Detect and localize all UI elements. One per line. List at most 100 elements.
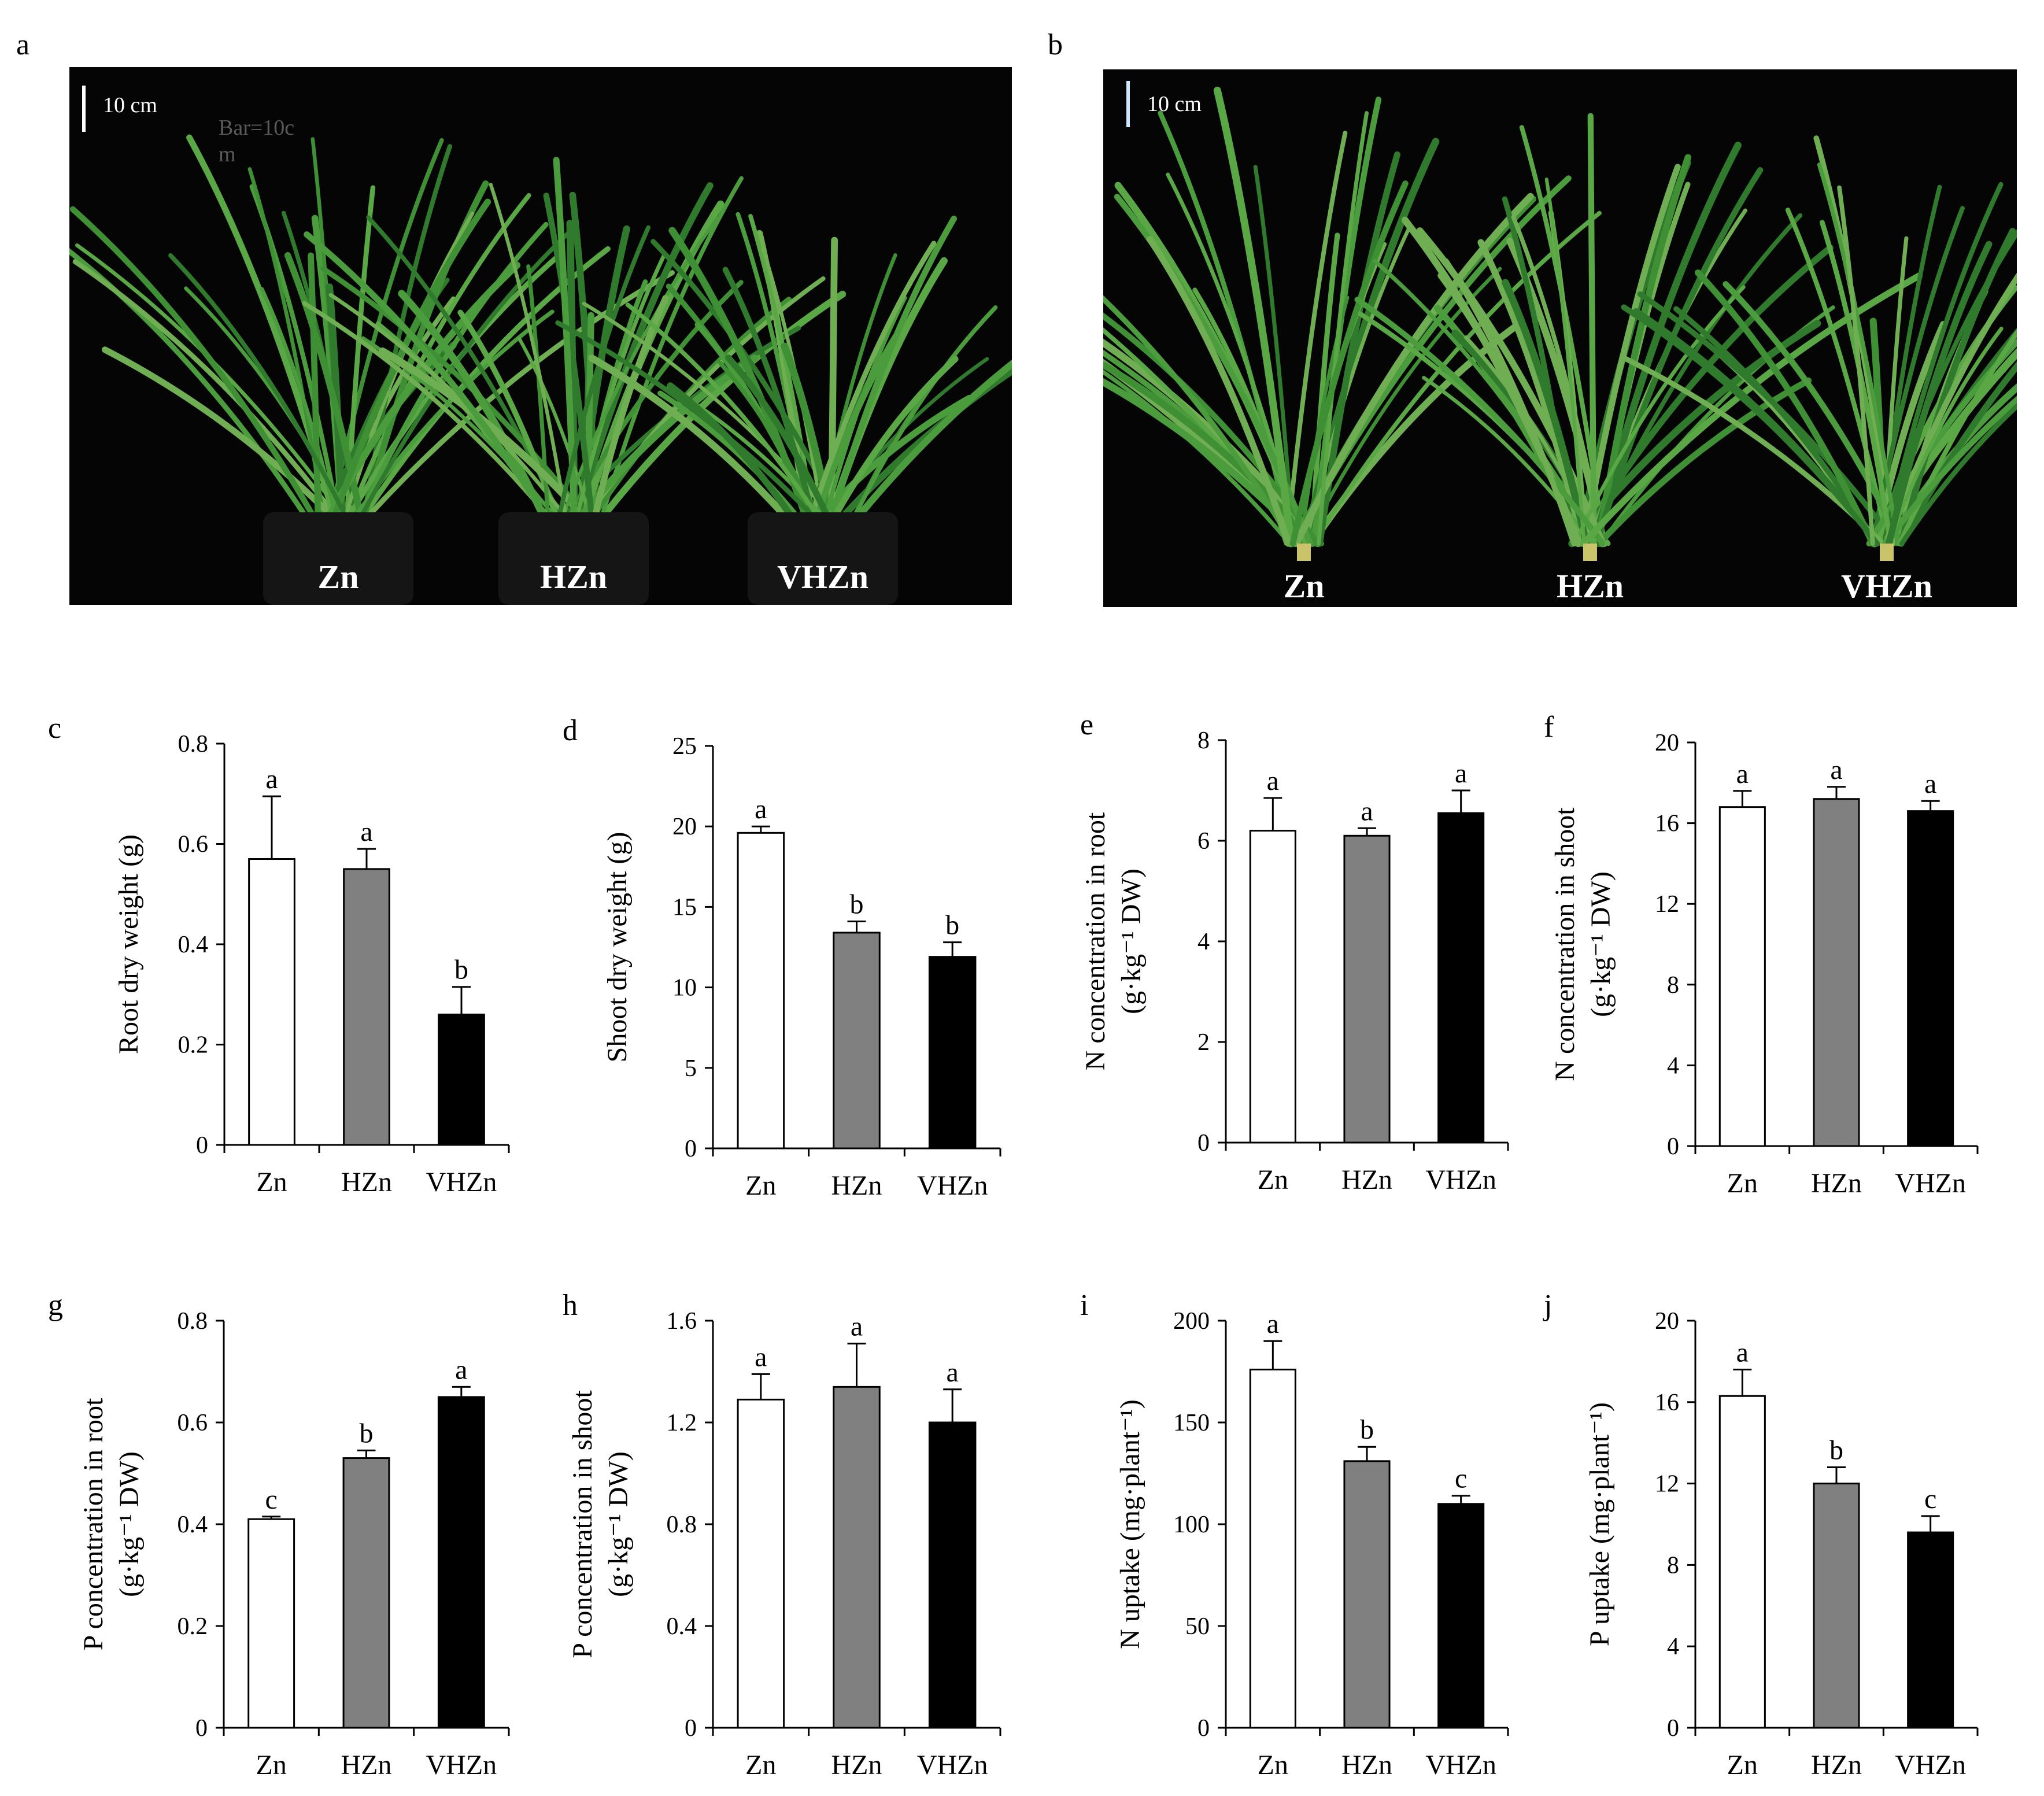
y-tick-label: 50 (1185, 1613, 1210, 1640)
y-tick-label: 150 (1173, 1410, 1210, 1436)
significance-letter-vhzn: a (1455, 758, 1467, 789)
y-tick-label: 12 (1655, 891, 1679, 918)
panel-letter-g: g (48, 1289, 63, 1322)
y-tick-label: 20 (1655, 1308, 1679, 1335)
y-tick-label: 0.4 (667, 1613, 697, 1640)
y-tick-label: 8 (1197, 727, 1210, 754)
panel-letter-b: b (1048, 28, 1063, 61)
y-tick-label: 6 (1197, 828, 1210, 855)
tie-b-hzn (1583, 544, 1597, 561)
x-tick-label-vhzn: VHZn (917, 1750, 988, 1780)
bar-vhzn (437, 1396, 485, 1729)
x-tick-label-hzn: HZn (1811, 1750, 1862, 1780)
scale-label-a: 10 cm (103, 93, 157, 117)
y-tick-label: 12 (1655, 1471, 1679, 1498)
y-axis-label: Shoot dry weight (g) (602, 832, 633, 1063)
plants-b-drawing (1103, 86, 2017, 561)
pot-a-hzn (498, 512, 649, 605)
y-tick-label: 15 (672, 894, 697, 921)
significance-letter-vhzn: a (455, 1354, 467, 1385)
significance-letter-vhzn: b (945, 910, 959, 941)
panel-letter-f: f (1544, 711, 1554, 744)
tie-b-vhzn (1880, 544, 1894, 561)
chart-g: g 0 0.2 0.4 0.6 0.8 c Zn b HZn a VHZn P concentratio… (48, 1289, 510, 1780)
photo-a-label-vhzn: VHZn (777, 558, 868, 596)
plant-a-vhzn (555, 212, 1012, 534)
x-tick-label-zn: Zn (256, 1750, 287, 1780)
panel-letter-c: c (48, 712, 61, 745)
y-axis-label: (g·kg⁻¹ DW) (114, 1451, 145, 1597)
y-tick-label: 100 (1173, 1512, 1210, 1538)
y-axis-label: (g·kg⁻¹ DW) (1116, 869, 1147, 1014)
bar-hzn (342, 1457, 390, 1729)
bar-zn (1718, 1395, 1766, 1729)
x-tick-label-vhzn: VHZn (917, 1170, 988, 1201)
y-tick-label: 0 (1667, 1715, 1679, 1742)
stray-label-a: Bar=10c m (219, 116, 295, 167)
x-tick-label-zn: Zn (1727, 1750, 1758, 1780)
scale-bar-a (82, 86, 86, 132)
panel-letter-e: e (1080, 708, 1093, 741)
bar-vhzn (1907, 810, 1954, 1147)
bar-vhzn (1437, 1503, 1485, 1729)
significance-letter-vhzn: b (454, 955, 468, 985)
panel-letter-d: d (563, 714, 578, 747)
significance-letter-vhzn: c (1455, 1464, 1467, 1494)
bar-hzn (833, 1385, 881, 1729)
y-tick-label: 20 (672, 814, 697, 840)
tie-b-zn (1297, 544, 1311, 561)
y-tick-label: 0 (196, 1132, 208, 1159)
chart-e: e 0 2 4 6 8 a Zn a HZn a VHZn N concentration in roo… (1080, 708, 1509, 1195)
y-tick-label: 8 (1667, 972, 1679, 999)
y-tick-label: 0.4 (178, 1512, 208, 1538)
y-axis-label: N uptake (mg·plant⁻¹) (1115, 1399, 1145, 1649)
y-tick-label: 0.2 (178, 1613, 208, 1640)
bar-zn (1249, 830, 1296, 1144)
y-tick-label: 0 (195, 1715, 208, 1742)
y-tick-label: 0 (1197, 1715, 1210, 1742)
x-tick-label-vhzn: VHZn (1895, 1168, 1966, 1199)
x-tick-label-zn: Zn (1727, 1168, 1758, 1199)
scale-label-b: 10 cm (1147, 92, 1202, 116)
x-tick-label-vhzn: VHZn (426, 1167, 497, 1198)
significance-letter-zn: a (1267, 766, 1279, 796)
y-tick-label: 4 (1197, 929, 1210, 955)
bar-hzn (1813, 1483, 1860, 1729)
plant-b-vhzn (1620, 135, 2017, 548)
y-axis-label: N concentration in shoot (1550, 807, 1580, 1081)
y-tick-label: 8 (1667, 1552, 1679, 1579)
significance-letter-hzn: a (1361, 796, 1373, 826)
y-axis-label: (g·kg⁻¹ DW) (1585, 871, 1616, 1017)
significance-letter-zn: a (1736, 759, 1749, 789)
bar-vhzn (928, 956, 977, 1150)
photo-a: 10 cm Bar=10c m Zn HZn VHZn (69, 67, 1012, 605)
y-tick-label: 0 (685, 1136, 697, 1162)
x-tick-label-zn: Zn (745, 1170, 776, 1201)
photo-b: 10 cm Zn HZn VHZn (1103, 69, 2017, 607)
significance-letter-zn: a (755, 794, 767, 825)
scale-bar-b (1126, 81, 1130, 127)
y-tick-label: 4 (1667, 1052, 1679, 1079)
y-tick-label: 5 (685, 1055, 697, 1082)
pot-a-zn (263, 512, 413, 605)
bar-hzn (343, 868, 390, 1146)
y-tick-label: 10 (672, 975, 697, 1002)
y-tick-label: 0.6 (178, 1410, 208, 1436)
bar-zn (1718, 806, 1766, 1147)
photo-b-label-zn: Zn (1283, 567, 1325, 605)
chart-h: h 0 0.4 0.8 1.2 1.6 a Zn a HZn a VHZn P concentratio… (563, 1289, 1001, 1780)
photo-b-label-vhzn: VHZn (1841, 567, 1932, 605)
y-axis-label: N concentration in root (1080, 812, 1111, 1070)
y-tick-label: 1.2 (667, 1410, 697, 1436)
chart-f: f 0 4 8 12 16 20 a Zn a HZn a VHZn N concentration in… (1544, 711, 1979, 1199)
significance-letter-hzn: b (1360, 1414, 1374, 1445)
significance-letter-zn: c (265, 1484, 278, 1515)
bar-vhzn (1907, 1531, 1954, 1729)
significance-letter-zn: a (1267, 1309, 1279, 1339)
significance-letter-hzn: a (1830, 755, 1842, 785)
y-tick-label: 16 (1655, 811, 1679, 837)
y-tick-label: 16 (1655, 1390, 1679, 1416)
significance-letter-hzn: a (360, 816, 372, 847)
y-tick-label: 20 (1655, 730, 1679, 756)
